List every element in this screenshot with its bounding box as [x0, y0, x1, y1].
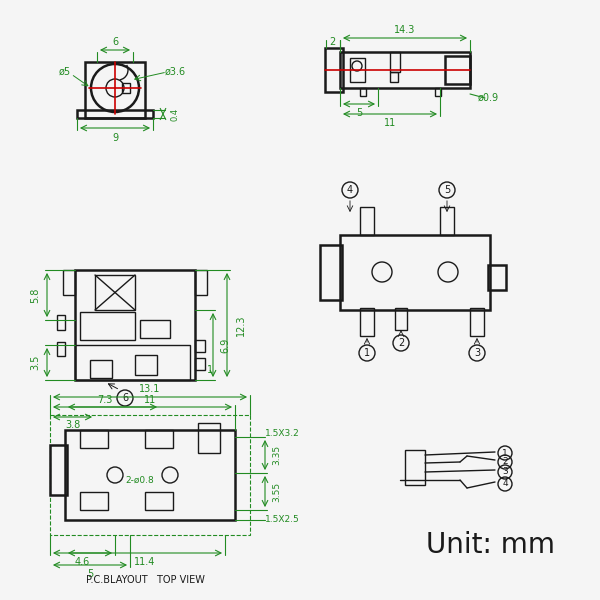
Bar	[198, 423, 220, 453]
Text: ø0.9: ø0.9	[478, 93, 499, 103]
Text: 9: 9	[112, 133, 118, 143]
Text: 14.3: 14.3	[394, 25, 416, 35]
Bar	[470, 308, 484, 336]
Bar	[488, 265, 506, 290]
Bar	[95, 275, 135, 310]
Text: 5.8: 5.8	[30, 287, 40, 302]
Bar	[50, 415, 250, 535]
Text: ø5: ø5	[59, 67, 71, 77]
Bar	[145, 492, 173, 510]
Bar	[65, 430, 235, 520]
Text: 13.1: 13.1	[139, 384, 161, 394]
Bar	[325, 48, 343, 92]
Bar	[75, 270, 195, 380]
Bar	[390, 72, 398, 82]
Text: 6.9: 6.9	[220, 337, 230, 353]
Bar	[80, 430, 108, 448]
Text: 1.5X2.5: 1.5X2.5	[265, 515, 300, 524]
Text: 3.5: 3.5	[30, 355, 40, 370]
Bar	[195, 340, 205, 352]
Text: 12.3: 12.3	[236, 314, 246, 336]
Bar	[360, 308, 374, 336]
Bar	[85, 62, 145, 118]
Bar	[195, 270, 207, 295]
Text: 2: 2	[329, 37, 335, 47]
Text: 3.55: 3.55	[272, 481, 281, 502]
Bar	[435, 88, 441, 96]
Bar	[340, 235, 490, 310]
Text: 1.5X3.2: 1.5X3.2	[265, 428, 300, 437]
Text: 1: 1	[502, 449, 508, 457]
Text: 2: 2	[502, 457, 508, 467]
Text: 11: 11	[384, 118, 396, 128]
Text: 5: 5	[87, 569, 93, 579]
Text: 2-ø0.8: 2-ø0.8	[125, 475, 154, 485]
Text: 5: 5	[356, 108, 362, 118]
Text: 6: 6	[122, 393, 128, 403]
Text: 11.4: 11.4	[134, 557, 155, 567]
Bar	[440, 207, 454, 235]
Bar	[63, 270, 75, 295]
Bar	[80, 312, 135, 340]
Bar	[57, 342, 65, 356]
Bar	[140, 320, 170, 338]
Bar	[50, 445, 67, 495]
Bar	[360, 88, 366, 96]
Bar	[405, 450, 425, 485]
Text: 4.6: 4.6	[75, 557, 90, 567]
Text: 5: 5	[444, 185, 450, 195]
Bar	[77, 110, 153, 118]
Text: 2: 2	[398, 338, 404, 348]
Text: 0.4: 0.4	[170, 107, 179, 121]
Text: Unit: mm: Unit: mm	[425, 531, 554, 559]
Bar	[122, 83, 130, 93]
Bar	[340, 52, 470, 88]
Bar	[195, 358, 205, 370]
Bar	[135, 355, 157, 375]
Text: 1: 1	[364, 348, 370, 358]
Text: 11: 11	[144, 395, 156, 405]
Text: 3: 3	[474, 348, 480, 358]
Text: 4: 4	[502, 479, 508, 488]
Bar	[350, 58, 365, 82]
Bar	[390, 52, 400, 72]
Bar	[75, 345, 190, 380]
Text: 3.8: 3.8	[65, 420, 80, 430]
Text: 4: 4	[347, 185, 353, 195]
Text: 6: 6	[112, 37, 118, 47]
Bar	[395, 308, 407, 330]
Bar	[80, 492, 108, 510]
Bar	[57, 315, 65, 330]
Bar	[445, 56, 470, 84]
Text: ø3.6: ø3.6	[164, 67, 185, 77]
Bar	[90, 360, 112, 378]
Text: 1: 1	[207, 365, 213, 375]
Bar	[320, 245, 342, 300]
Text: 7.3: 7.3	[97, 395, 113, 405]
Text: 3.35: 3.35	[272, 445, 281, 465]
Bar	[145, 430, 173, 448]
Text: P.C.BLAYOUT   TOP VIEW: P.C.BLAYOUT TOP VIEW	[86, 575, 205, 585]
Text: 3: 3	[502, 467, 508, 476]
Bar	[360, 207, 374, 235]
